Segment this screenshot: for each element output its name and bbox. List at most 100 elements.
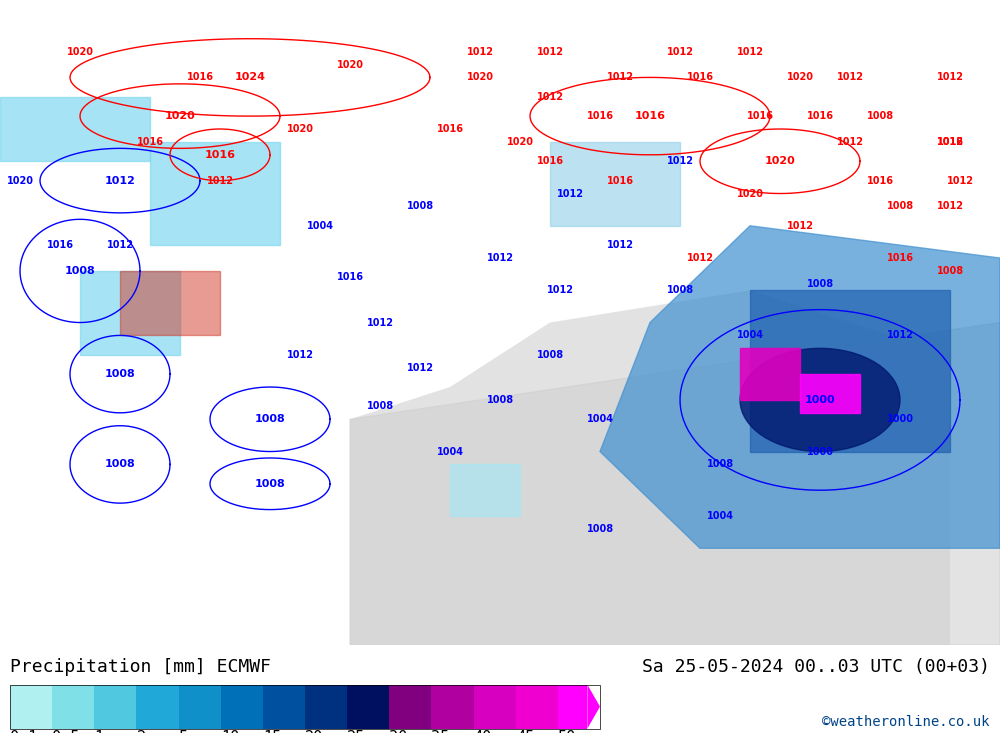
Text: 1008: 1008 [886, 202, 914, 211]
Text: 10: 10 [221, 730, 239, 733]
Text: 1016: 1016 [336, 273, 364, 282]
Text: 1016: 1016 [686, 73, 714, 82]
Text: 1: 1 [94, 730, 103, 733]
Text: 1020: 1020 [736, 188, 764, 199]
Text: 1012: 1012 [836, 137, 864, 147]
Bar [52, 685, 94, 729]
Text: 1012: 1012 [666, 156, 694, 166]
Polygon shape [350, 323, 1000, 645]
Text: 1008: 1008 [806, 279, 834, 289]
Bar [431, 685, 474, 729]
Polygon shape [450, 465, 520, 516]
Circle shape [740, 348, 900, 452]
Text: ©weatheronline.co.uk: ©weatheronline.co.uk [822, 715, 990, 729]
Text: 1008: 1008 [65, 266, 95, 276]
Bar [389, 685, 431, 729]
Text: 0.5: 0.5 [52, 730, 80, 733]
Text: 1012: 1012 [486, 253, 514, 263]
Text: 1008: 1008 [406, 202, 434, 211]
Text: 1004: 1004 [706, 511, 734, 521]
Polygon shape [750, 290, 950, 452]
Text: 1020: 1020 [336, 59, 364, 70]
Text: 1016: 1016 [46, 240, 74, 250]
Text: 1004: 1004 [306, 221, 334, 231]
Polygon shape [0, 97, 150, 161]
Text: 1012: 1012 [536, 92, 564, 102]
Text: Precipitation [mm] ECMWF: Precipitation [mm] ECMWF [10, 658, 271, 677]
Polygon shape [120, 271, 220, 336]
Text: Sa 25-05-2024 00..03 UTC (00+03): Sa 25-05-2024 00..03 UTC (00+03) [642, 658, 990, 677]
Text: 1012: 1012 [936, 73, 964, 82]
Text: 1008: 1008 [866, 111, 894, 121]
Bar [10, 685, 52, 729]
Text: 1016: 1016 [606, 176, 634, 185]
Text: 1000: 1000 [805, 395, 835, 405]
Text: 1020: 1020 [507, 137, 534, 147]
Text: 50: 50 [558, 730, 576, 733]
Text: 2: 2 [136, 730, 146, 733]
Text: 1008: 1008 [666, 285, 694, 295]
Text: 35: 35 [431, 730, 450, 733]
Text: 1008: 1008 [486, 395, 514, 405]
Text: 1008: 1008 [255, 479, 285, 489]
Text: 1012: 1012 [686, 253, 714, 263]
Text: 1012: 1012 [836, 73, 864, 82]
Bar [474, 685, 516, 729]
Text: 1012: 1012 [606, 240, 634, 250]
Text: 1012: 1012 [207, 176, 234, 185]
Text: 1016: 1016 [205, 150, 236, 160]
Text: 1016: 1016 [806, 111, 834, 121]
Text: 1012: 1012 [887, 331, 914, 340]
Text: 1008: 1008 [366, 402, 394, 411]
Text: 20: 20 [305, 730, 323, 733]
Text: 1012: 1012 [406, 363, 434, 372]
Polygon shape [600, 226, 1000, 548]
Polygon shape [550, 142, 680, 226]
Text: 1012: 1012 [946, 176, 974, 185]
Text: 1016: 1016 [536, 156, 564, 166]
Text: 1016: 1016 [887, 253, 914, 263]
Text: 1004: 1004 [436, 446, 464, 457]
Text: 1012: 1012 [105, 176, 135, 185]
Text: 1024: 1024 [234, 73, 266, 82]
Bar [94, 685, 136, 729]
Text: 1016: 1016 [746, 111, 774, 121]
Polygon shape [350, 290, 950, 645]
Text: 1012: 1012 [287, 350, 314, 360]
Bar [136, 685, 179, 729]
Text: 1012: 1012 [106, 240, 134, 250]
Text: 1012: 1012 [556, 188, 584, 199]
Text: 1008: 1008 [105, 460, 135, 469]
Polygon shape [800, 374, 860, 413]
Text: 1012: 1012 [936, 202, 964, 211]
Text: 1008: 1008 [255, 414, 285, 424]
Text: 1016: 1016 [136, 137, 164, 147]
Text: 1016: 1016 [635, 111, 666, 121]
Text: 1004: 1004 [736, 331, 764, 340]
Text: 1008: 1008 [936, 266, 964, 276]
Text: 1012: 1012 [666, 47, 694, 56]
Text: 1016: 1016 [186, 73, 214, 82]
Text: 5: 5 [179, 730, 188, 733]
Text: 1012: 1012 [936, 137, 964, 147]
Text: 30: 30 [389, 730, 408, 733]
Text: 45: 45 [516, 730, 534, 733]
Bar [347, 685, 389, 729]
Text: 1008: 1008 [586, 524, 614, 534]
Bar [558, 685, 587, 729]
Bar [10, 685, 600, 729]
Text: 1004: 1004 [586, 414, 614, 424]
Text: 1016: 1016 [436, 124, 464, 134]
Text: 25: 25 [347, 730, 365, 733]
Text: 1020: 1020 [66, 47, 94, 56]
Text: 40: 40 [474, 730, 492, 733]
Text: 1008: 1008 [105, 369, 135, 379]
Bar [305, 685, 347, 729]
Bar [221, 685, 263, 729]
Text: 1012: 1012 [736, 47, 764, 56]
Text: 1016: 1016 [866, 176, 894, 185]
Text: 1020: 1020 [786, 73, 814, 82]
Bar [263, 685, 305, 729]
Text: 1012: 1012 [466, 47, 494, 56]
Text: 1020: 1020 [7, 176, 34, 185]
